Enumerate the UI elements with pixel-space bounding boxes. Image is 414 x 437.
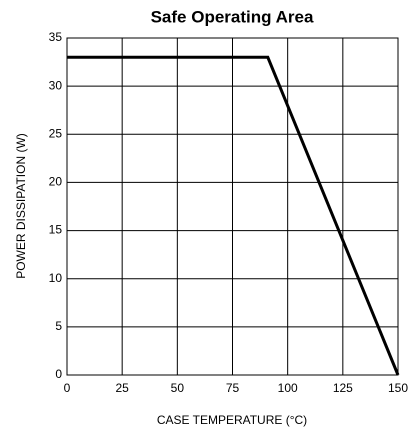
x-tick-label: 100 bbox=[278, 381, 298, 395]
x-tick-label: 25 bbox=[115, 381, 129, 395]
x-tick-label: 75 bbox=[226, 381, 240, 395]
y-tick-label: 5 bbox=[55, 319, 62, 333]
x-tick-label: 150 bbox=[388, 381, 408, 395]
x-tick-label: 125 bbox=[333, 381, 353, 395]
plot-frame bbox=[66, 37, 399, 376]
chart-title: Safe Operating Area bbox=[151, 7, 314, 26]
y-tick-label: 25 bbox=[49, 126, 63, 140]
y-tick-label: 0 bbox=[55, 367, 62, 381]
x-tick-label: 0 bbox=[64, 381, 71, 395]
y-tick-label: 20 bbox=[49, 175, 63, 189]
y-tick-label: 30 bbox=[49, 78, 63, 92]
x-tick-label: 50 bbox=[171, 381, 185, 395]
y-axis-label: POWER DISSIPATION (W) bbox=[14, 133, 28, 279]
y-tick-label: 35 bbox=[49, 30, 63, 44]
y-tick-label: 15 bbox=[49, 223, 63, 237]
x-axis-label: CASE TEMPERATURE (°C) bbox=[157, 413, 307, 427]
y-tick-label: 10 bbox=[49, 271, 63, 285]
data-line bbox=[67, 55, 400, 376]
